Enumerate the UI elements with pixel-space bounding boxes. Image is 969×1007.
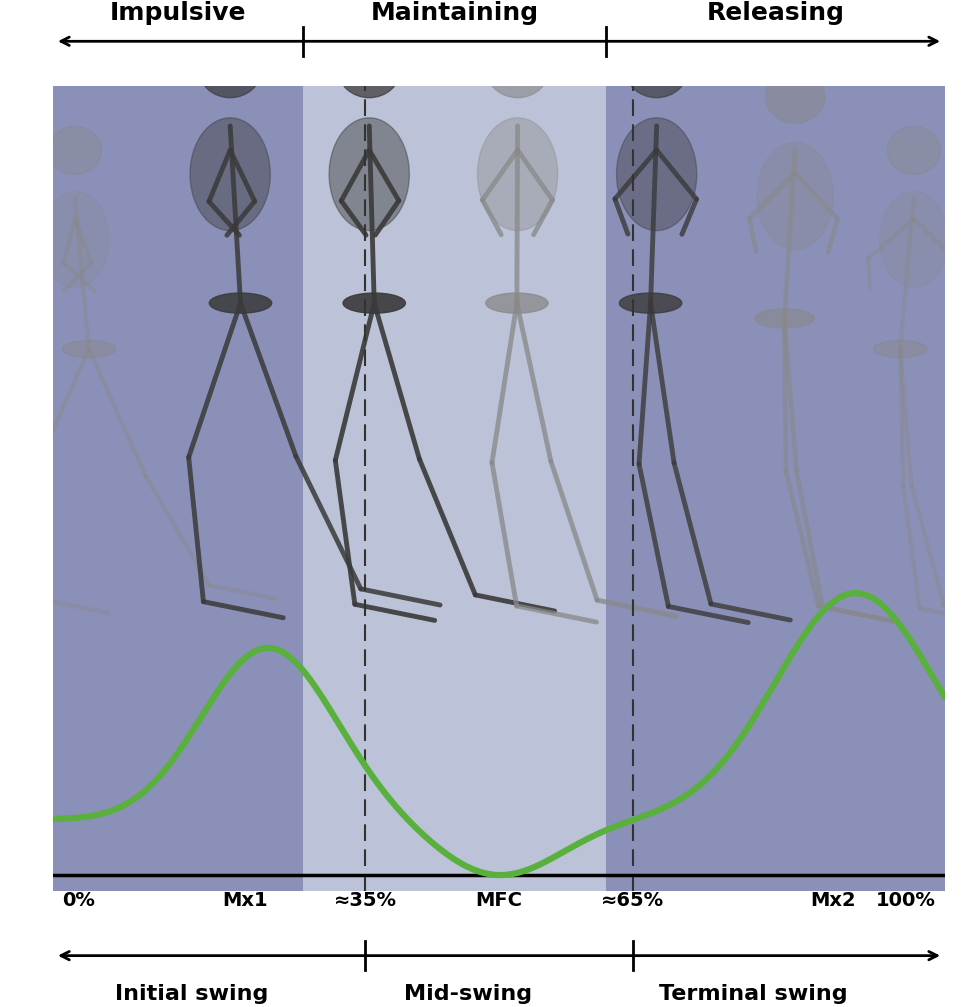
Bar: [303, 86, 606, 891]
Bar: [53, 86, 303, 891]
Circle shape: [766, 69, 825, 123]
Ellipse shape: [757, 142, 833, 250]
Ellipse shape: [616, 118, 697, 231]
Circle shape: [625, 41, 688, 98]
Text: Initial swing: Initial swing: [114, 984, 268, 1004]
Text: Mx1: Mx1: [222, 891, 267, 910]
Text: ≈35%: ≈35%: [333, 891, 397, 910]
Circle shape: [486, 41, 548, 98]
Ellipse shape: [41, 191, 109, 287]
Text: Maintaining: Maintaining: [370, 1, 539, 25]
Circle shape: [338, 41, 400, 98]
Ellipse shape: [209, 293, 271, 313]
Text: ≈65%: ≈65%: [601, 891, 665, 910]
Text: Releasing: Releasing: [706, 1, 844, 25]
Text: Impulsive: Impulsive: [109, 1, 246, 25]
Text: Mx2: Mx2: [810, 891, 857, 910]
Ellipse shape: [190, 118, 270, 231]
Ellipse shape: [478, 118, 558, 231]
Circle shape: [48, 127, 102, 174]
Ellipse shape: [880, 191, 948, 287]
Ellipse shape: [485, 293, 548, 313]
Ellipse shape: [619, 293, 682, 313]
Circle shape: [888, 127, 940, 174]
Ellipse shape: [343, 293, 405, 313]
Circle shape: [199, 41, 262, 98]
Ellipse shape: [329, 118, 409, 231]
Ellipse shape: [874, 340, 926, 357]
Text: Mid-swing: Mid-swing: [404, 984, 532, 1004]
Text: 0%: 0%: [62, 891, 95, 910]
Text: MFC: MFC: [476, 891, 522, 910]
Bar: [606, 86, 945, 891]
Text: Terminal swing: Terminal swing: [659, 984, 848, 1004]
Text: 100%: 100%: [876, 891, 936, 910]
Ellipse shape: [755, 309, 814, 328]
Ellipse shape: [62, 340, 115, 357]
